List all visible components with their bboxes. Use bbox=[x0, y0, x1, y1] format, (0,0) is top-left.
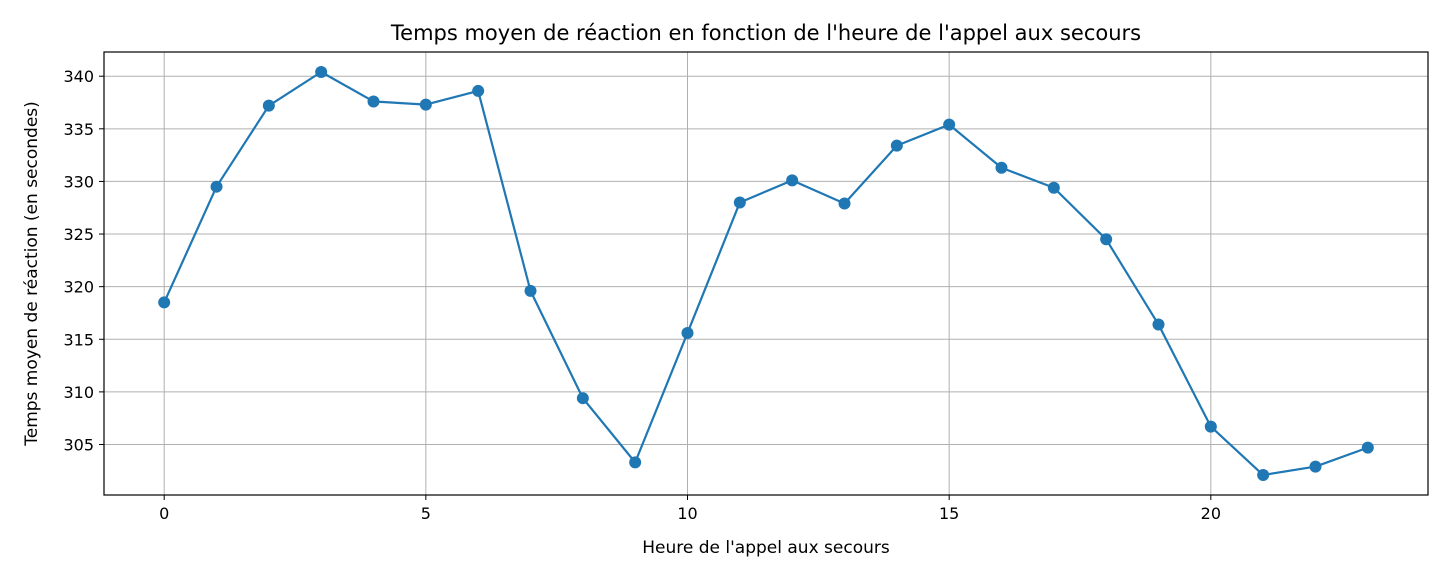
data-point bbox=[1100, 233, 1113, 246]
x-axis-label: Heure de l'appel aux secours bbox=[642, 538, 890, 558]
data-point bbox=[262, 99, 275, 112]
series-layer bbox=[158, 65, 1374, 482]
data-point bbox=[1152, 318, 1165, 331]
data-point bbox=[576, 392, 589, 405]
data-point bbox=[1047, 181, 1060, 194]
y-tick-label: 315 bbox=[63, 330, 94, 349]
data-point bbox=[786, 174, 799, 187]
data-point bbox=[838, 197, 851, 210]
data-point bbox=[472, 84, 485, 97]
x-axis-ticks: 0 5 10 15 20 bbox=[159, 495, 1221, 523]
data-point bbox=[524, 284, 537, 297]
data-point bbox=[1361, 441, 1374, 454]
x-tick-label: 0 bbox=[159, 504, 169, 523]
data-point bbox=[158, 296, 171, 309]
x-tick-label: 20 bbox=[1201, 504, 1221, 523]
data-point bbox=[1309, 460, 1322, 473]
data-point bbox=[315, 65, 328, 78]
grid bbox=[104, 52, 1428, 495]
data-point bbox=[367, 95, 380, 108]
data-point bbox=[1204, 420, 1217, 433]
y-tick-label: 320 bbox=[63, 278, 94, 297]
x-tick-label: 15 bbox=[939, 504, 959, 523]
data-point bbox=[995, 161, 1008, 174]
y-tick-label: 305 bbox=[63, 435, 94, 454]
data-point bbox=[419, 98, 432, 111]
data-point bbox=[943, 118, 956, 131]
chart-title: Temps moyen de réaction en fonction de l… bbox=[390, 21, 1141, 45]
y-axis-ticks: 305 310 315 320 325 330 335 340 bbox=[63, 67, 104, 454]
data-point bbox=[629, 456, 642, 469]
data-point bbox=[733, 196, 746, 209]
y-tick-label: 325 bbox=[63, 225, 94, 244]
plot-frame bbox=[103, 51, 1429, 496]
y-tick-label: 330 bbox=[63, 172, 94, 191]
y-axis-label: Temps moyen de réaction (en secondes) bbox=[22, 101, 42, 447]
data-point bbox=[210, 180, 223, 193]
y-tick-label: 340 bbox=[63, 67, 94, 86]
y-tick-label: 335 bbox=[63, 120, 94, 139]
data-point bbox=[1257, 469, 1270, 482]
x-tick-label: 5 bbox=[421, 504, 431, 523]
data-point bbox=[890, 139, 903, 152]
y-tick-label: 310 bbox=[63, 383, 94, 402]
series-line bbox=[163, 70, 1369, 477]
x-tick-label: 10 bbox=[677, 504, 697, 523]
data-point bbox=[681, 326, 694, 339]
